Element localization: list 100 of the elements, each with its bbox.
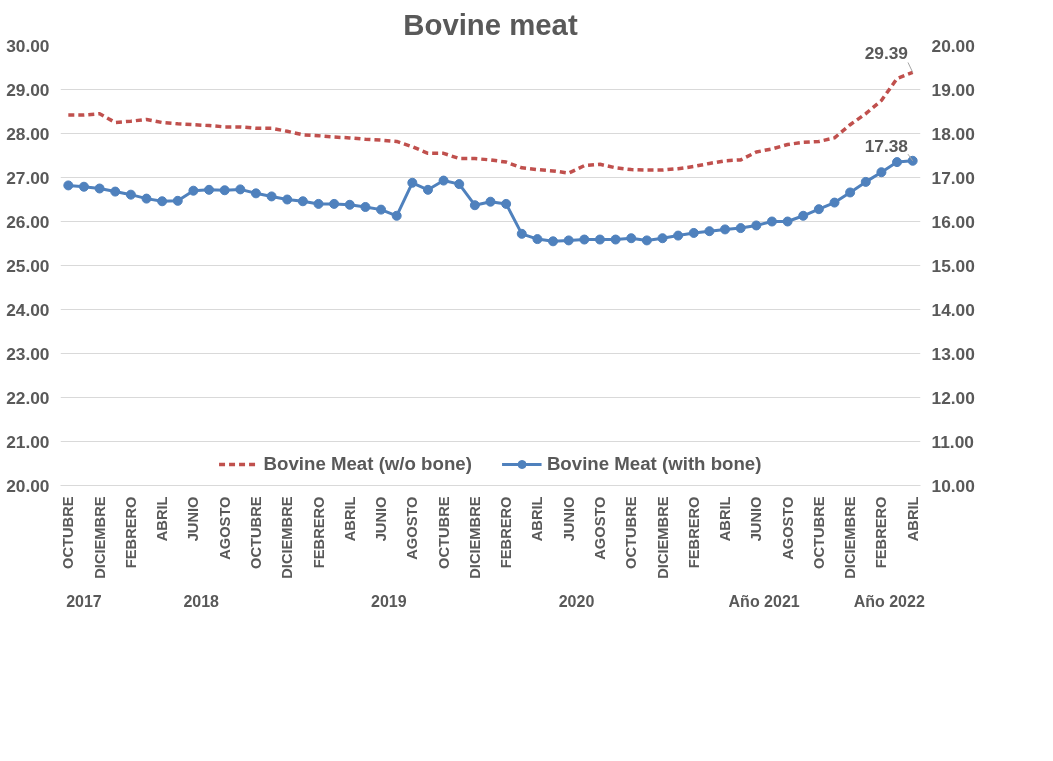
x-tick-label: FEBRERO — [122, 496, 139, 569]
point — [469, 200, 480, 211]
x-tick-label: OCTUBRE — [60, 496, 77, 569]
point — [798, 210, 809, 221]
text: Año 2021 — [728, 592, 800, 610]
x-tick-label: ABRIL — [154, 496, 171, 542]
text: 2017 — [66, 592, 102, 610]
x-tick-label: DICIEMBRE — [842, 496, 859, 579]
point — [720, 224, 731, 235]
point — [344, 199, 355, 210]
point — [282, 194, 293, 205]
point — [876, 167, 887, 178]
y2-tick-label: 14.00 — [931, 299, 975, 320]
y-tick-label: 22.00 — [6, 387, 50, 408]
point — [610, 234, 621, 245]
point — [766, 216, 777, 227]
text: 2018 — [183, 592, 220, 610]
y-tick-label: 28.00 — [6, 123, 50, 144]
x-tick-label: ABRIL — [341, 496, 358, 542]
y-tick-label: 29.00 — [6, 79, 50, 100]
point — [94, 183, 105, 194]
point — [313, 198, 324, 209]
point — [907, 155, 918, 166]
x-tick-label: JUNIO — [373, 496, 390, 542]
x-tick-label: FEBRERO — [498, 496, 515, 569]
y2-tick-label: 19.00 — [931, 79, 975, 100]
y2-tick-label: 10.00 — [931, 475, 975, 496]
point — [376, 204, 387, 215]
x-tick-label: OCTUBRE — [623, 496, 640, 569]
y2-tick-label: 16.00 — [931, 211, 975, 232]
x-tick-label: OCTUBRE — [435, 496, 452, 569]
point — [78, 181, 89, 192]
point — [157, 196, 168, 207]
point — [204, 184, 215, 195]
point — [172, 195, 183, 206]
y2-tick-label: 20.00 — [931, 35, 975, 56]
point — [704, 226, 715, 237]
point — [360, 201, 371, 212]
legend-label: Bovine Meat (w/o bone) — [263, 453, 472, 475]
y2-tick-label: 17.00 — [931, 167, 975, 188]
legend-label: Bovine Meat (with bone) — [546, 453, 762, 475]
y-tick-label: 24.00 — [6, 299, 50, 320]
point — [673, 230, 684, 241]
x-tick-label: OCTUBRE — [247, 496, 264, 569]
point — [141, 193, 152, 204]
x-tick-label: AGOSTO — [404, 496, 421, 560]
point — [516, 228, 527, 239]
point — [594, 234, 605, 245]
x-tick-label: FEBRERO — [310, 496, 327, 569]
x-tick-label: DICIEMBRE — [279, 496, 296, 579]
x-tick-label: DICIEMBRE — [91, 496, 108, 579]
x-tick-label: ABRIL — [904, 496, 921, 542]
point — [845, 187, 856, 198]
point — [485, 196, 496, 207]
point — [735, 223, 746, 234]
x-tick-label: OCTUBRE — [810, 496, 827, 569]
point — [782, 216, 793, 227]
point — [125, 189, 136, 200]
point — [751, 220, 762, 231]
point — [829, 197, 840, 208]
point — [235, 184, 246, 195]
point — [626, 233, 637, 244]
y2-tick-label: 13.00 — [931, 343, 975, 364]
point — [266, 191, 277, 202]
line-series — [66, 70, 915, 175]
y2-tick-label: 15.00 — [931, 255, 975, 276]
point — [250, 188, 261, 199]
y-tick-label: 21.00 — [6, 431, 50, 452]
point — [548, 236, 559, 247]
point — [391, 210, 402, 221]
point — [688, 227, 699, 238]
x-tick-label: ABRIL — [717, 496, 734, 542]
point — [63, 180, 74, 191]
x-tick-label: DICIEMBRE — [654, 496, 671, 579]
x-tick-label: ABRIL — [529, 496, 546, 542]
point — [892, 157, 903, 168]
point — [422, 184, 433, 195]
y-tick-label: 25.00 — [6, 255, 50, 276]
y-tick-label: 27.00 — [6, 167, 50, 188]
y-tick-label: 23.00 — [6, 343, 50, 364]
point — [407, 177, 418, 188]
point — [579, 234, 590, 245]
x-tick-label: DICIEMBRE — [466, 496, 483, 579]
text: 2019 — [371, 592, 407, 610]
x-tick-label: AGOSTO — [216, 496, 233, 560]
point — [454, 179, 465, 190]
x-tick-label: JUNIO — [748, 496, 765, 542]
x-tick-label: FEBRERO — [685, 496, 702, 569]
point — [297, 196, 308, 207]
x-tick-label: AGOSTO — [779, 496, 796, 560]
y-tick-label: 20.00 — [6, 475, 50, 496]
point — [641, 235, 652, 246]
point — [438, 175, 449, 186]
x-tick-label: FEBRERO — [873, 496, 890, 569]
point — [860, 176, 871, 187]
x-tick-label: JUNIO — [185, 496, 202, 542]
point — [657, 233, 668, 244]
y2-tick-label: 11.00 — [931, 431, 974, 452]
data-label: 17.38 — [864, 135, 909, 156]
y-tick-label: 30.00 — [6, 35, 50, 56]
